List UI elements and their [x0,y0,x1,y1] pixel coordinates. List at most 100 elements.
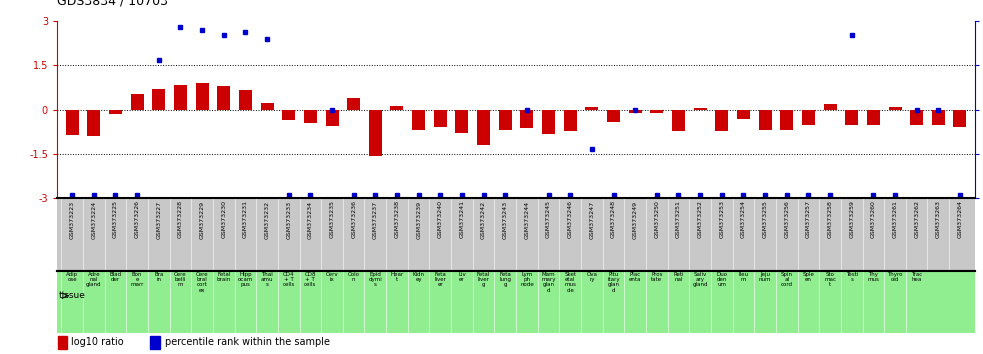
Text: Feta
lung
g: Feta lung g [499,272,511,287]
Text: GSM373263: GSM373263 [936,200,941,238]
Text: Spin
al
cord: Spin al cord [781,272,792,287]
Text: log10 ratio: log10 ratio [71,337,124,348]
Text: Sple
en: Sple en [802,272,814,282]
Text: Adip
ose: Adip ose [66,272,79,282]
Text: Bon
e
marr: Bon e marr [131,272,144,287]
Text: GSM373248: GSM373248 [611,200,616,238]
Text: Epid
dymi
s: Epid dymi s [369,272,382,287]
Text: GSM373227: GSM373227 [156,200,161,239]
Text: Thyro
oid: Thyro oid [888,272,902,282]
Bar [455,110,469,133]
Bar [196,83,208,110]
Bar [239,90,252,110]
Text: GSM373234: GSM373234 [308,200,313,239]
Bar [498,110,512,130]
Text: Blad
der: Blad der [109,272,122,282]
Bar [260,103,273,110]
Text: GSM373240: GSM373240 [437,200,442,238]
Text: Saliv
ary
gland: Saliv ary gland [692,272,708,287]
Bar [390,106,403,110]
Text: Sto
mac
t: Sto mac t [824,272,837,287]
Bar [672,110,685,131]
Text: GSM373224: GSM373224 [91,200,96,239]
Text: GSM373256: GSM373256 [784,200,789,238]
Text: GSM373223: GSM373223 [70,200,75,239]
Text: GSM373262: GSM373262 [914,200,919,238]
Text: GSM373238: GSM373238 [394,200,399,238]
Text: Pros
tate: Pros tate [651,272,663,282]
Bar [58,336,67,349]
Bar [651,110,664,113]
Bar [802,110,815,125]
Text: Reti
nal: Reti nal [673,272,684,282]
Bar [910,110,923,125]
Bar [131,93,144,110]
Text: Plac
enta: Plac enta [629,272,642,282]
Bar [325,110,338,126]
Bar [716,110,728,131]
Text: GSM373254: GSM373254 [741,200,746,238]
Text: Ova
ry: Ova ry [587,272,598,282]
Text: Feta
liver
er: Feta liver er [434,272,446,287]
Bar [585,107,599,110]
Text: GSM373236: GSM373236 [351,200,356,238]
Text: Duo
den
um: Duo den um [717,272,727,287]
Bar [282,110,295,120]
Bar [434,110,447,127]
Text: Fetal
brain: Fetal brain [216,272,231,282]
Bar [629,110,642,113]
Text: Testi
s: Testi s [845,272,858,282]
Text: Thy
mus: Thy mus [867,272,880,282]
Bar [412,110,425,130]
Text: GSM373230: GSM373230 [221,200,226,238]
Bar [824,104,837,110]
Text: Trac
hea: Trac hea [911,272,922,282]
Bar [520,110,534,129]
Text: tissue: tissue [59,291,86,300]
Text: GSM373249: GSM373249 [633,200,638,239]
Text: GSM373229: GSM373229 [200,200,204,239]
Bar [152,88,165,110]
Bar [932,110,945,125]
Text: Liv
er: Liv er [458,272,466,282]
Text: Jeju
num: Jeju num [759,272,772,282]
Bar [347,98,360,110]
Text: Adre
nal
gland: Adre nal gland [87,272,101,287]
Text: GSM373250: GSM373250 [655,200,660,238]
Bar [369,110,381,156]
Bar [542,110,555,134]
Text: GSM373246: GSM373246 [568,200,573,238]
Text: GSM373257: GSM373257 [806,200,811,238]
Bar [759,110,772,130]
Text: GSM373232: GSM373232 [264,200,269,239]
Text: CD8
+ T
cells: CD8 + T cells [305,272,317,287]
Bar [607,110,620,122]
Bar [845,110,858,125]
Text: percentile rank within the sample: percentile rank within the sample [164,337,329,348]
Text: Pitu
itary
glan
d: Pitu itary glan d [607,272,620,293]
Bar [867,110,880,125]
Text: GSM373258: GSM373258 [828,200,833,238]
Text: Fetal
liver
g: Fetal liver g [477,272,491,287]
Bar [954,110,966,127]
Text: GSM373228: GSM373228 [178,200,183,238]
Bar [737,110,750,120]
Text: GSM373242: GSM373242 [481,200,487,239]
Text: Bra
in: Bra in [154,272,163,282]
Bar [109,110,122,114]
Text: GSM373231: GSM373231 [243,200,248,238]
Text: CD4
+ T
cells: CD4 + T cells [282,272,295,287]
Text: Thal
amu
s: Thal amu s [260,272,273,287]
Text: GSM373245: GSM373245 [546,200,551,238]
Text: GSM373241: GSM373241 [459,200,464,238]
Text: GSM373252: GSM373252 [698,200,703,238]
Text: Ileu
m: Ileu m [738,272,748,282]
Text: GSM373226: GSM373226 [135,200,140,238]
Text: Sket
etal
mus
cle: Sket etal mus cle [564,272,576,293]
Text: GSM373237: GSM373237 [373,200,377,239]
Bar [217,86,230,110]
Text: Kidn
ey: Kidn ey [413,272,425,282]
Text: GDS3834 / 10703: GDS3834 / 10703 [57,0,168,7]
Text: Colo
n: Colo n [348,272,360,282]
Text: Mam
mary
glan
d: Mam mary glan d [542,272,555,293]
